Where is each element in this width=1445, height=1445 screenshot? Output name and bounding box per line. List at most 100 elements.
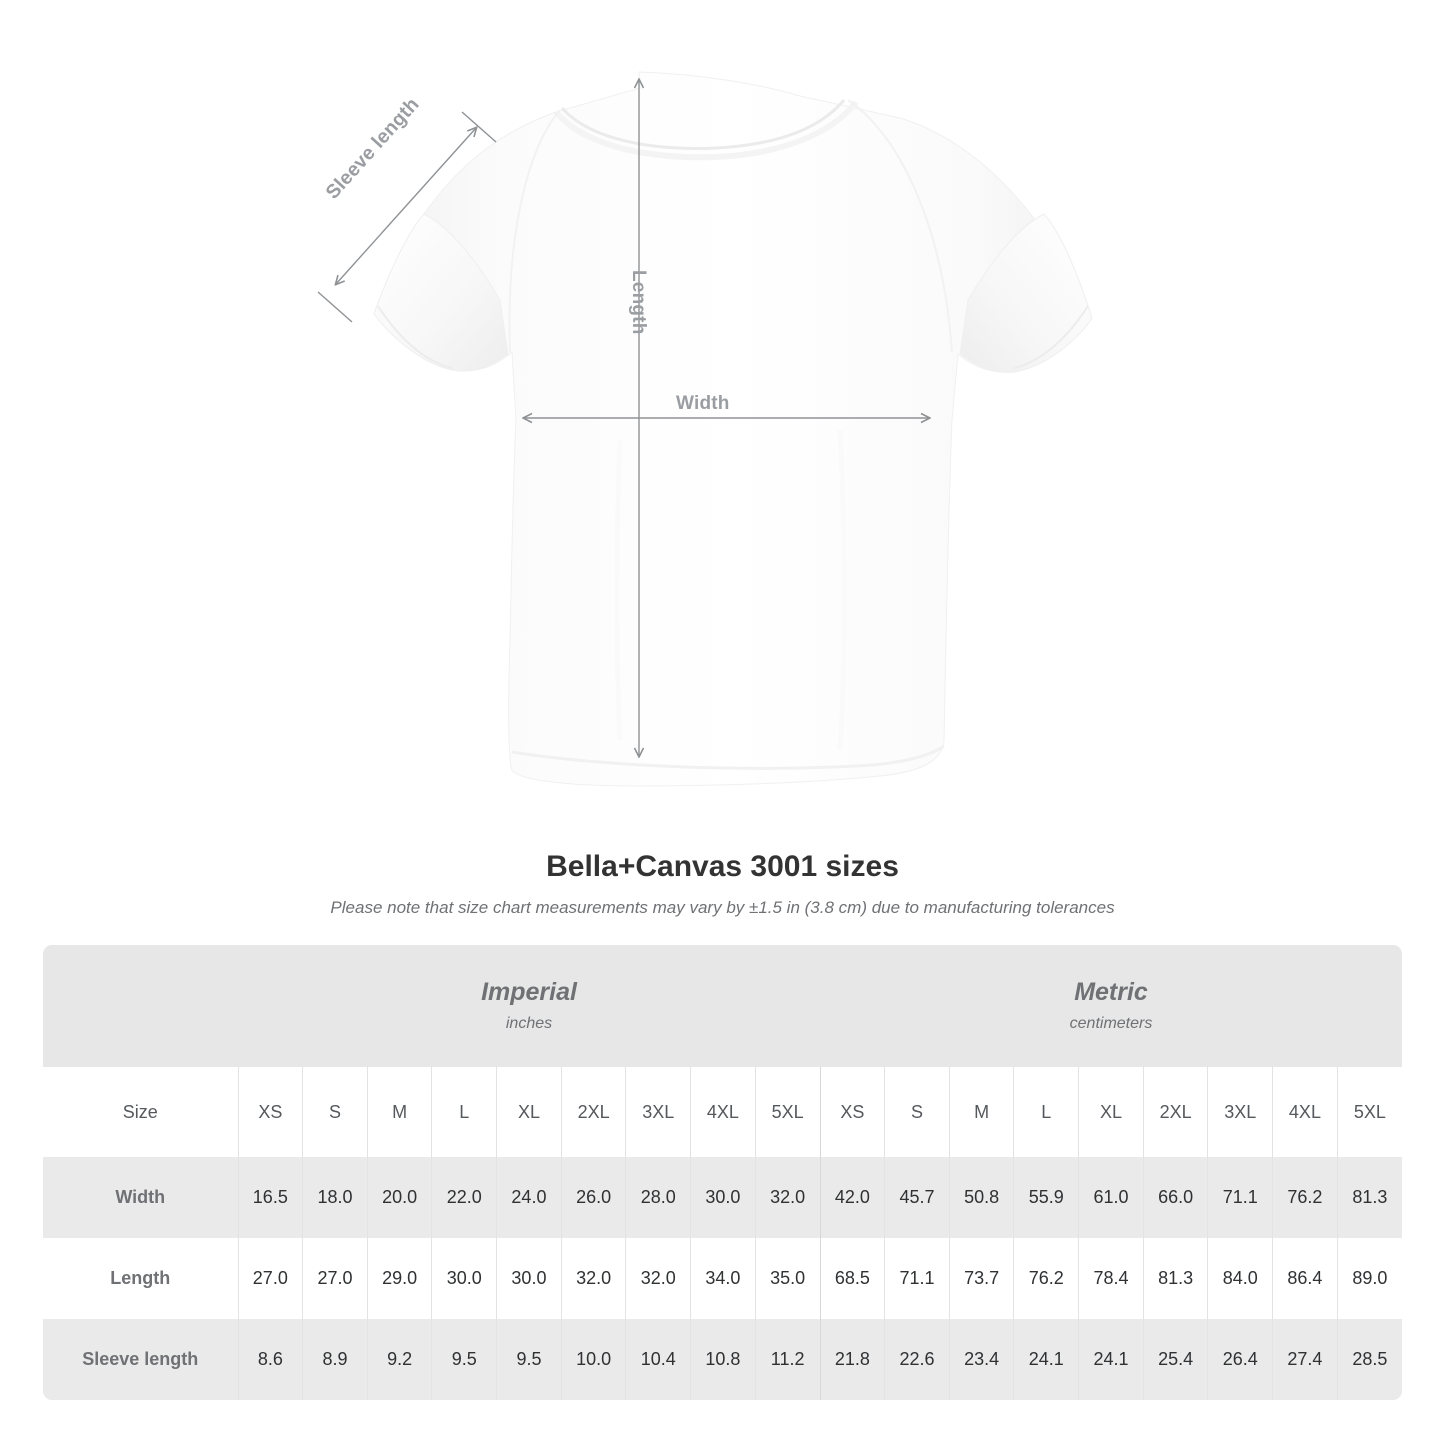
column-header-4xl-imperial: 4XL xyxy=(690,1067,756,1157)
cell-sleeve-length-l-metric: 24.1 xyxy=(1013,1319,1079,1400)
cell-width-m-metric: 50.8 xyxy=(948,1157,1014,1238)
tolerance-note: Please note that size chart measurements… xyxy=(330,898,1115,917)
cell-length-xs-imperial: 27.0 xyxy=(237,1238,303,1319)
cell-width-5xl-imperial: 32.0 xyxy=(754,1157,821,1238)
column-header-5xl-imperial: 5XL xyxy=(754,1067,821,1157)
page-title: Bella+Canvas 3001 sizes xyxy=(546,850,899,883)
sleeve-tick-end xyxy=(461,111,497,143)
size-chart-table-wrapper: Imperial inches Metric centimeters Size … xyxy=(43,945,1402,1400)
cell-length-l-imperial: 30.0 xyxy=(431,1238,497,1319)
column-header-4xl-metric: 4XL xyxy=(1272,1067,1338,1157)
cell-sleeve-length-2xl-metric: 25.4 xyxy=(1142,1319,1208,1400)
cell-sleeve-length-m-imperial: 9.2 xyxy=(366,1319,432,1400)
row-header-sleeve-length: Sleeve length xyxy=(43,1319,238,1400)
size-chart-table: Imperial inches Metric centimeters Size … xyxy=(43,945,1402,1400)
unit-system-metric: Metric xyxy=(1074,977,1148,1006)
cell-width-5xl-metric: 81.3 xyxy=(1336,1157,1402,1238)
column-header-m-imperial: M xyxy=(366,1067,432,1157)
column-header-s-metric: S xyxy=(884,1067,950,1157)
sleeve-tick-start xyxy=(317,291,353,323)
table-row: Length 27.0 27.0 29.0 30.0 30.0 32.0 32.0 34.0 35… xyxy=(43,1238,1402,1319)
cell-sleeve-length-2xl-imperial: 10.0 xyxy=(560,1319,626,1400)
column-header-2xl-metric: 2XL xyxy=(1142,1067,1208,1157)
cell-length-l-metric: 76.2 xyxy=(1013,1238,1079,1319)
unit-cell-imperial: Imperial inches xyxy=(238,945,821,1067)
cell-width-3xl-metric: 71.1 xyxy=(1207,1157,1273,1238)
cell-length-3xl-imperial: 32.0 xyxy=(625,1238,691,1319)
cell-sleeve-length-4xl-metric: 27.4 xyxy=(1272,1319,1338,1400)
cell-width-s-metric: 45.7 xyxy=(884,1157,950,1238)
cell-sleeve-length-xl-metric: 24.1 xyxy=(1078,1319,1144,1400)
cell-width-3xl-imperial: 28.0 xyxy=(625,1157,691,1238)
cell-width-m-imperial: 20.0 xyxy=(366,1157,432,1238)
cell-width-xs-imperial: 16.5 xyxy=(237,1157,303,1238)
cell-sleeve-length-s-imperial: 8.9 xyxy=(302,1319,368,1400)
cell-length-m-metric: 73.7 xyxy=(948,1238,1014,1319)
cell-length-4xl-metric: 86.4 xyxy=(1272,1238,1338,1319)
row-header-length: Length xyxy=(43,1238,238,1319)
cell-length-5xl-imperial: 35.0 xyxy=(754,1238,821,1319)
cell-sleeve-length-4xl-imperial: 10.8 xyxy=(690,1319,756,1400)
column-header-xs-metric: XS xyxy=(819,1067,885,1157)
unit-system-band: Imperial inches Metric centimeters xyxy=(43,945,1402,1067)
table-row: Width 16.5 18.0 20.0 22.0 24.0 26.0 28.0 30.0 32.… xyxy=(43,1157,1402,1238)
cell-width-2xl-imperial: 26.0 xyxy=(560,1157,626,1238)
column-header-l-metric: L xyxy=(1013,1067,1079,1157)
unit-band-spacer xyxy=(43,945,238,1067)
cell-sleeve-length-s-metric: 22.6 xyxy=(884,1319,950,1400)
cell-sleeve-length-l-imperial: 9.5 xyxy=(431,1319,497,1400)
cell-length-5xl-metric: 89.0 xyxy=(1336,1238,1402,1319)
unit-system-imperial: Imperial xyxy=(481,977,577,1006)
cell-width-2xl-metric: 66.0 xyxy=(1142,1157,1208,1238)
cell-sleeve-length-m-metric: 23.4 xyxy=(948,1319,1014,1400)
table-row: Sleeve length 8.6 8.9 9.2 9.5 9.5 10.0 10.4 10.8… xyxy=(43,1319,1402,1400)
column-header-3xl-metric: 3XL xyxy=(1207,1067,1273,1157)
cell-sleeve-length-xs-metric: 21.8 xyxy=(819,1319,885,1400)
cell-width-xl-imperial: 24.0 xyxy=(496,1157,562,1238)
cell-length-xl-metric: 78.4 xyxy=(1078,1238,1144,1319)
cell-sleeve-length-3xl-metric: 26.4 xyxy=(1207,1319,1273,1400)
row-header-width: Width xyxy=(43,1157,238,1238)
column-header-2xl-imperial: 2XL xyxy=(560,1067,626,1157)
cell-width-l-metric: 55.9 xyxy=(1013,1157,1079,1238)
cell-width-xs-metric: 42.0 xyxy=(819,1157,885,1238)
column-header-l-imperial: L xyxy=(431,1067,497,1157)
column-header-s-imperial: S xyxy=(302,1067,368,1157)
column-header-size: Size xyxy=(43,1067,238,1157)
cell-sleeve-length-3xl-imperial: 10.4 xyxy=(625,1319,691,1400)
cell-sleeve-length-xl-imperial: 9.5 xyxy=(496,1319,562,1400)
cell-width-s-imperial: 18.0 xyxy=(302,1157,368,1238)
tshirt-illustration xyxy=(317,71,1093,787)
cell-length-xl-imperial: 30.0 xyxy=(496,1238,562,1319)
table-header-row: Size XS S M L XL 2XL 3XL 4XL 5XL XS S M L XL 2XL 3XL 4XL… xyxy=(43,1067,1402,1157)
unit-name-centimeters: centimeters xyxy=(1069,1015,1153,1033)
cell-length-3xl-metric: 84.0 xyxy=(1207,1238,1273,1319)
column-header-xl-imperial: XL xyxy=(496,1067,562,1157)
cell-length-2xl-metric: 81.3 xyxy=(1142,1238,1208,1319)
width-label: Width xyxy=(676,393,730,414)
column-header-xs-imperial: XS xyxy=(237,1067,303,1157)
cell-width-4xl-metric: 76.2 xyxy=(1272,1157,1338,1238)
cell-length-4xl-imperial: 34.0 xyxy=(690,1238,756,1319)
unit-cell-metric: Metric centimeters xyxy=(820,945,1402,1067)
cell-length-s-metric: 71.1 xyxy=(884,1238,950,1319)
cell-length-s-imperial: 27.0 xyxy=(302,1238,368,1319)
cell-length-2xl-imperial: 32.0 xyxy=(560,1238,626,1319)
tshirt-shape xyxy=(373,71,1093,787)
cell-width-4xl-imperial: 30.0 xyxy=(690,1157,756,1238)
column-header-xl-metric: XL xyxy=(1078,1067,1144,1157)
cell-sleeve-length-5xl-metric: 28.5 xyxy=(1336,1319,1402,1400)
length-label: Length xyxy=(628,270,649,335)
unit-name-inches: inches xyxy=(505,1015,553,1033)
column-header-5xl-metric: 5XL xyxy=(1336,1067,1402,1157)
cell-sleeve-length-5xl-imperial: 11.2 xyxy=(754,1319,821,1400)
cell-length-xs-metric: 68.5 xyxy=(819,1238,885,1319)
tshirt-measurement-diagram: Sleeve length Length Width xyxy=(317,71,1093,787)
cell-width-xl-metric: 61.0 xyxy=(1078,1157,1144,1238)
sleeve-length-arrow xyxy=(336,128,476,284)
cell-length-m-imperial: 29.0 xyxy=(366,1238,432,1319)
column-header-m-metric: M xyxy=(948,1067,1014,1157)
column-header-3xl-imperial: 3XL xyxy=(625,1067,691,1157)
cell-width-l-imperial: 22.0 xyxy=(431,1157,497,1238)
cell-sleeve-length-xs-imperial: 8.6 xyxy=(237,1319,303,1400)
